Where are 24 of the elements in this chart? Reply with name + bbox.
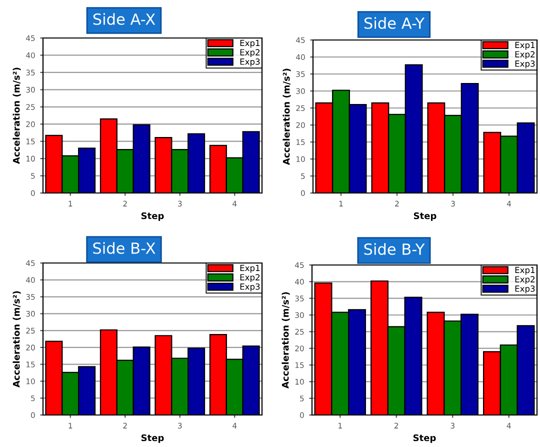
legend-label: Exp3	[515, 60, 535, 68]
chart-title: Side A-X	[93, 13, 156, 25]
legend-label: Exp1	[515, 266, 535, 275]
legend-label: Exp1	[515, 42, 535, 50]
x-axis-title: Step	[141, 434, 164, 443]
x-axis-title: Step	[414, 212, 436, 221]
legend-label: Exp2	[240, 274, 260, 282]
legend-label: Exp3	[240, 283, 260, 292]
chart-title: Side B-X	[93, 242, 156, 254]
y-axis-title: Acceleration (m/s²)	[12, 68, 21, 164]
chart-title: Side B-Y	[364, 243, 425, 255]
x-axis-title: Step	[141, 212, 164, 221]
y-axis-title: Acceleration (m/s²)	[282, 292, 290, 388]
legend-label: Exp3	[515, 285, 535, 294]
y-axis-title: Acceleration (m/s²)	[282, 68, 291, 165]
chart-title: Side A-Y	[364, 17, 425, 29]
legend-label: Exp2	[240, 49, 260, 58]
legend-label: Exp3	[240, 58, 260, 66]
legend-label: Exp1	[240, 40, 260, 48]
x-axis-title: Step	[413, 434, 436, 443]
legend-label: Exp1	[240, 264, 260, 273]
y-axis-title: Acceleration (m/s²)	[12, 291, 21, 388]
legend-label: Exp2	[515, 276, 534, 284]
legend-label: Exp2	[515, 51, 534, 60]
